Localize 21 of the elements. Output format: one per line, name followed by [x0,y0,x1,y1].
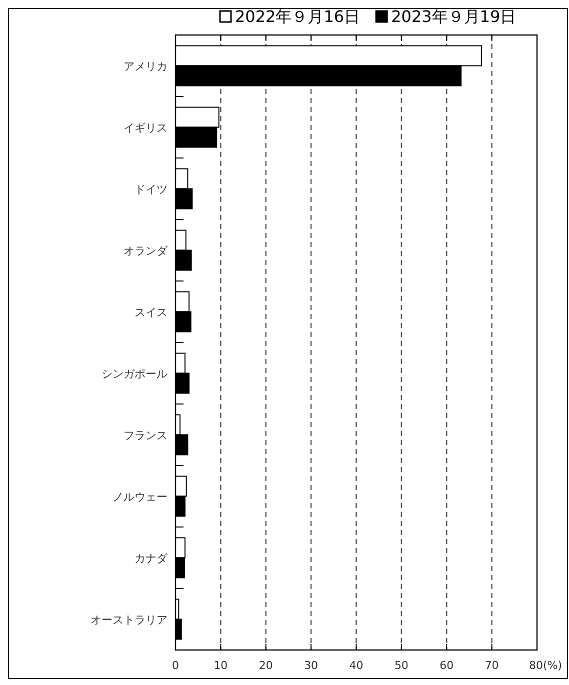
x-tick-label: 30 [304,659,318,672]
legend-label: 2023年９月19日 [391,7,516,26]
y-tick-label: ノルウェー [112,490,168,504]
x-tick-label: 60 [440,659,454,672]
x-tick-label: 40 [349,659,364,672]
y-tick-label: カナダ [134,552,168,565]
x-tick-label: 10 [214,659,228,672]
y-tick-label: ドイツ [134,182,168,196]
y-tick-label: イギリス [124,121,168,134]
y-tick-label: スイス [134,306,168,319]
x-tick-label: 50 [394,659,408,672]
x-tick-label: 70 [484,659,499,672]
y-tick-label: シンガポール [102,367,168,380]
x-tick-label: 20 [258,659,273,672]
legend-label: 2022年９月16日 [235,7,360,26]
y-tick-label: オーストラリア [90,613,168,626]
y-tick-label: フランス [124,428,168,442]
y-tick-label: オランダ [124,244,168,258]
x-tick-label: 0 [172,659,179,672]
x-tick-label: 80(%) [529,659,562,672]
y-tick-label: アメリカ [124,60,168,73]
